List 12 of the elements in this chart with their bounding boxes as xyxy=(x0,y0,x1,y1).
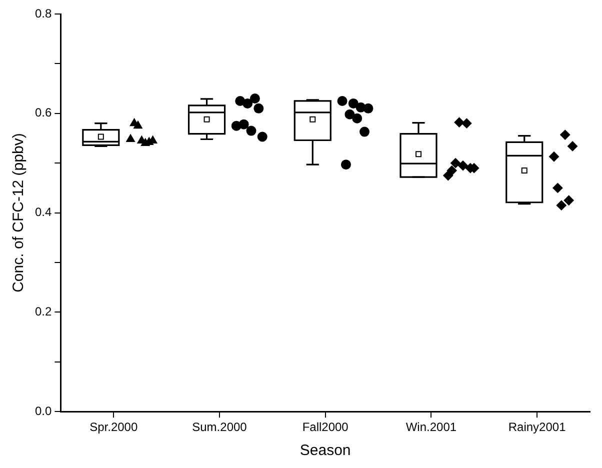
x-tick-label: Fall2000 xyxy=(302,420,349,434)
y-tick-label: 0.2 xyxy=(34,304,52,319)
x-tick-label: Spr.2000 xyxy=(90,420,138,434)
x-tick-label: Win.2001 xyxy=(406,420,457,434)
x-tick-label: Sum.2000 xyxy=(192,420,248,434)
x-axis-title: Season xyxy=(300,442,351,460)
y-tick-label: 0.8 xyxy=(34,6,52,20)
y-tick-label: 0.4 xyxy=(34,205,52,220)
y-tick-label: 0.6 xyxy=(34,106,52,120)
x-tick-label: Rainy2001 xyxy=(508,420,566,434)
y-tick-label: 0.0 xyxy=(34,404,52,418)
y-axis-title: Conc. of CFC-12 (ppbv) xyxy=(10,133,28,292)
